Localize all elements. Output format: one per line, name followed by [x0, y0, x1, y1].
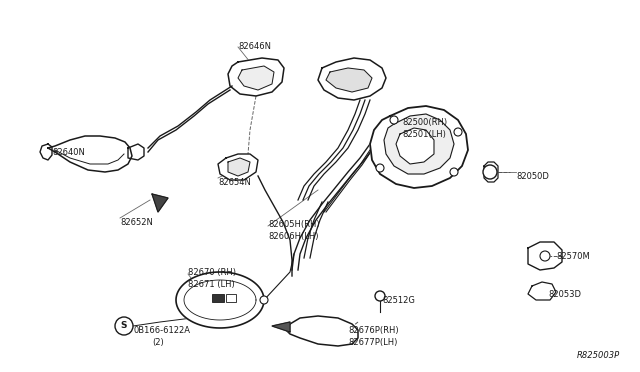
Polygon shape	[326, 68, 372, 92]
Text: 82677P(LH): 82677P(LH)	[348, 338, 397, 347]
Polygon shape	[528, 242, 562, 270]
Circle shape	[375, 291, 385, 301]
Polygon shape	[128, 144, 144, 160]
Polygon shape	[176, 272, 264, 328]
Text: 82671 (LH): 82671 (LH)	[188, 280, 235, 289]
Polygon shape	[272, 322, 290, 332]
Polygon shape	[528, 282, 556, 300]
Polygon shape	[370, 106, 468, 188]
Text: 82676P(RH): 82676P(RH)	[348, 326, 399, 335]
Circle shape	[115, 317, 133, 335]
Text: 82646N: 82646N	[238, 42, 271, 51]
Text: S: S	[121, 321, 127, 330]
Text: 82570M: 82570M	[556, 252, 589, 261]
Circle shape	[483, 165, 497, 179]
Text: 82670 (RH): 82670 (RH)	[188, 268, 236, 277]
Circle shape	[454, 128, 462, 136]
Text: 82654N: 82654N	[218, 178, 251, 187]
Polygon shape	[238, 66, 274, 90]
Text: 82050D: 82050D	[516, 172, 549, 181]
FancyBboxPatch shape	[212, 294, 224, 302]
Polygon shape	[318, 58, 386, 100]
Circle shape	[540, 251, 550, 261]
Circle shape	[450, 168, 458, 176]
Polygon shape	[48, 136, 132, 172]
Text: R825003P: R825003P	[577, 351, 620, 360]
Polygon shape	[228, 58, 284, 96]
Text: 82640N: 82640N	[52, 148, 85, 157]
Text: 82605H(RH): 82605H(RH)	[268, 220, 319, 229]
Text: 82500(RH): 82500(RH)	[402, 118, 447, 127]
Polygon shape	[40, 144, 52, 160]
Polygon shape	[484, 162, 498, 182]
Text: 82606H(LH): 82606H(LH)	[268, 232, 319, 241]
Text: 82501(LH): 82501(LH)	[402, 130, 446, 139]
Polygon shape	[152, 194, 168, 212]
Text: 82053D: 82053D	[548, 290, 581, 299]
Polygon shape	[396, 128, 434, 164]
Polygon shape	[218, 154, 258, 180]
Text: 0B166-6122A: 0B166-6122A	[134, 326, 191, 335]
Polygon shape	[384, 114, 454, 174]
Text: 82512G: 82512G	[382, 296, 415, 305]
Text: 82652N: 82652N	[120, 218, 153, 227]
Polygon shape	[286, 316, 358, 346]
Text: (2): (2)	[152, 338, 164, 347]
FancyBboxPatch shape	[226, 294, 236, 302]
Polygon shape	[228, 158, 250, 176]
Circle shape	[376, 164, 384, 172]
Circle shape	[260, 296, 268, 304]
Circle shape	[390, 116, 398, 124]
